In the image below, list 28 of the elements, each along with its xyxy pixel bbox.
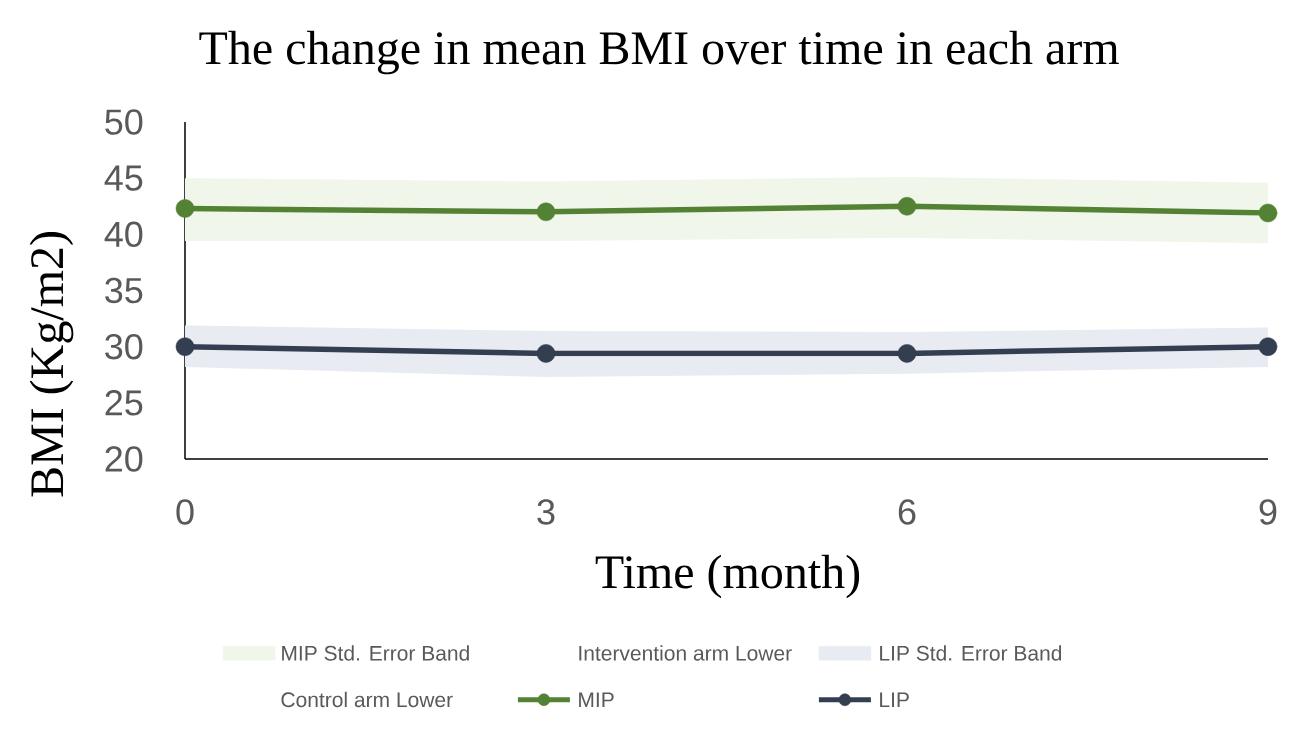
x-tick-label: 6 <box>898 499 916 525</box>
y-tick-label: 40 <box>104 221 143 248</box>
legend-label: LIP <box>880 692 909 707</box>
legend-label: MIP <box>579 692 614 707</box>
point <box>897 197 917 216</box>
x-axis-title: Time (month) <box>595 554 860 599</box>
x-tick-label: 3 <box>537 499 555 525</box>
point <box>536 202 556 222</box>
text: Intervention arm Lower <box>579 645 792 661</box>
point <box>536 344 556 363</box>
y-tick-label: 25 <box>105 390 143 416</box>
y-tick-label: 50 <box>105 109 143 135</box>
legend-label: MIP Std. Error Band <box>282 645 469 661</box>
y-tick-label: 20 <box>105 446 143 472</box>
point <box>175 337 195 356</box>
point <box>175 199 195 218</box>
point <box>1258 203 1278 223</box>
point <box>1258 337 1278 356</box>
text: Control arm Lower <box>281 691 453 708</box>
chart-title: The change in mean BMI over time in each arm <box>199 30 1119 75</box>
y-tick-label: 45 <box>104 165 143 191</box>
x-tick-label: 0 <box>176 499 194 525</box>
legend-label: LIP Std. Error Band <box>880 645 1062 661</box>
y-tick-label: 35 <box>105 277 143 304</box>
point <box>897 344 917 363</box>
y-tick-label: 30 <box>105 333 143 360</box>
x-tick-label: 9 <box>1259 499 1277 525</box>
y-axis-title: BMI (Kg/m2) <box>29 232 74 497</box>
